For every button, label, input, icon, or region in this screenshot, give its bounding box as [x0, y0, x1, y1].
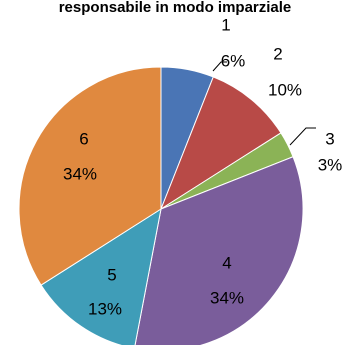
- leader-line-3: [289, 127, 316, 146]
- slice-labels: 1 6% 2 10% 3 3% 4 34% 5 13% 6 34%: [63, 15, 342, 318]
- slice-label-category-1: 1: [221, 15, 230, 34]
- pie-slice-4: [134, 156, 304, 345]
- slice-label-category-5: 5: [107, 265, 116, 284]
- leader-line-1: [212, 61, 227, 72]
- chart-title: responsabile in modo imparziale: [59, 0, 292, 16]
- slice-label-category-4: 4: [222, 253, 231, 272]
- slice-label-percent-4: 34%: [210, 288, 244, 307]
- slice-label-percent-6: 34%: [63, 164, 97, 183]
- pie-slice-5: [40, 207, 162, 345]
- pie-slice-6: [18, 66, 162, 286]
- slice-label-percent-3: 3%: [318, 155, 343, 174]
- slice-label-percent-5: 13%: [88, 299, 122, 318]
- slice-label-category-6: 6: [79, 129, 88, 148]
- slice-label-category-2: 2: [273, 44, 282, 63]
- slice-label-percent-2: 10%: [268, 80, 302, 99]
- slice-label-percent-1: 6%: [221, 51, 246, 70]
- slice-label-category-3: 3: [325, 129, 334, 148]
- pie-slice-2: [159, 76, 282, 211]
- leader-lines: [212, 61, 316, 146]
- pie-slices: [18, 66, 304, 345]
